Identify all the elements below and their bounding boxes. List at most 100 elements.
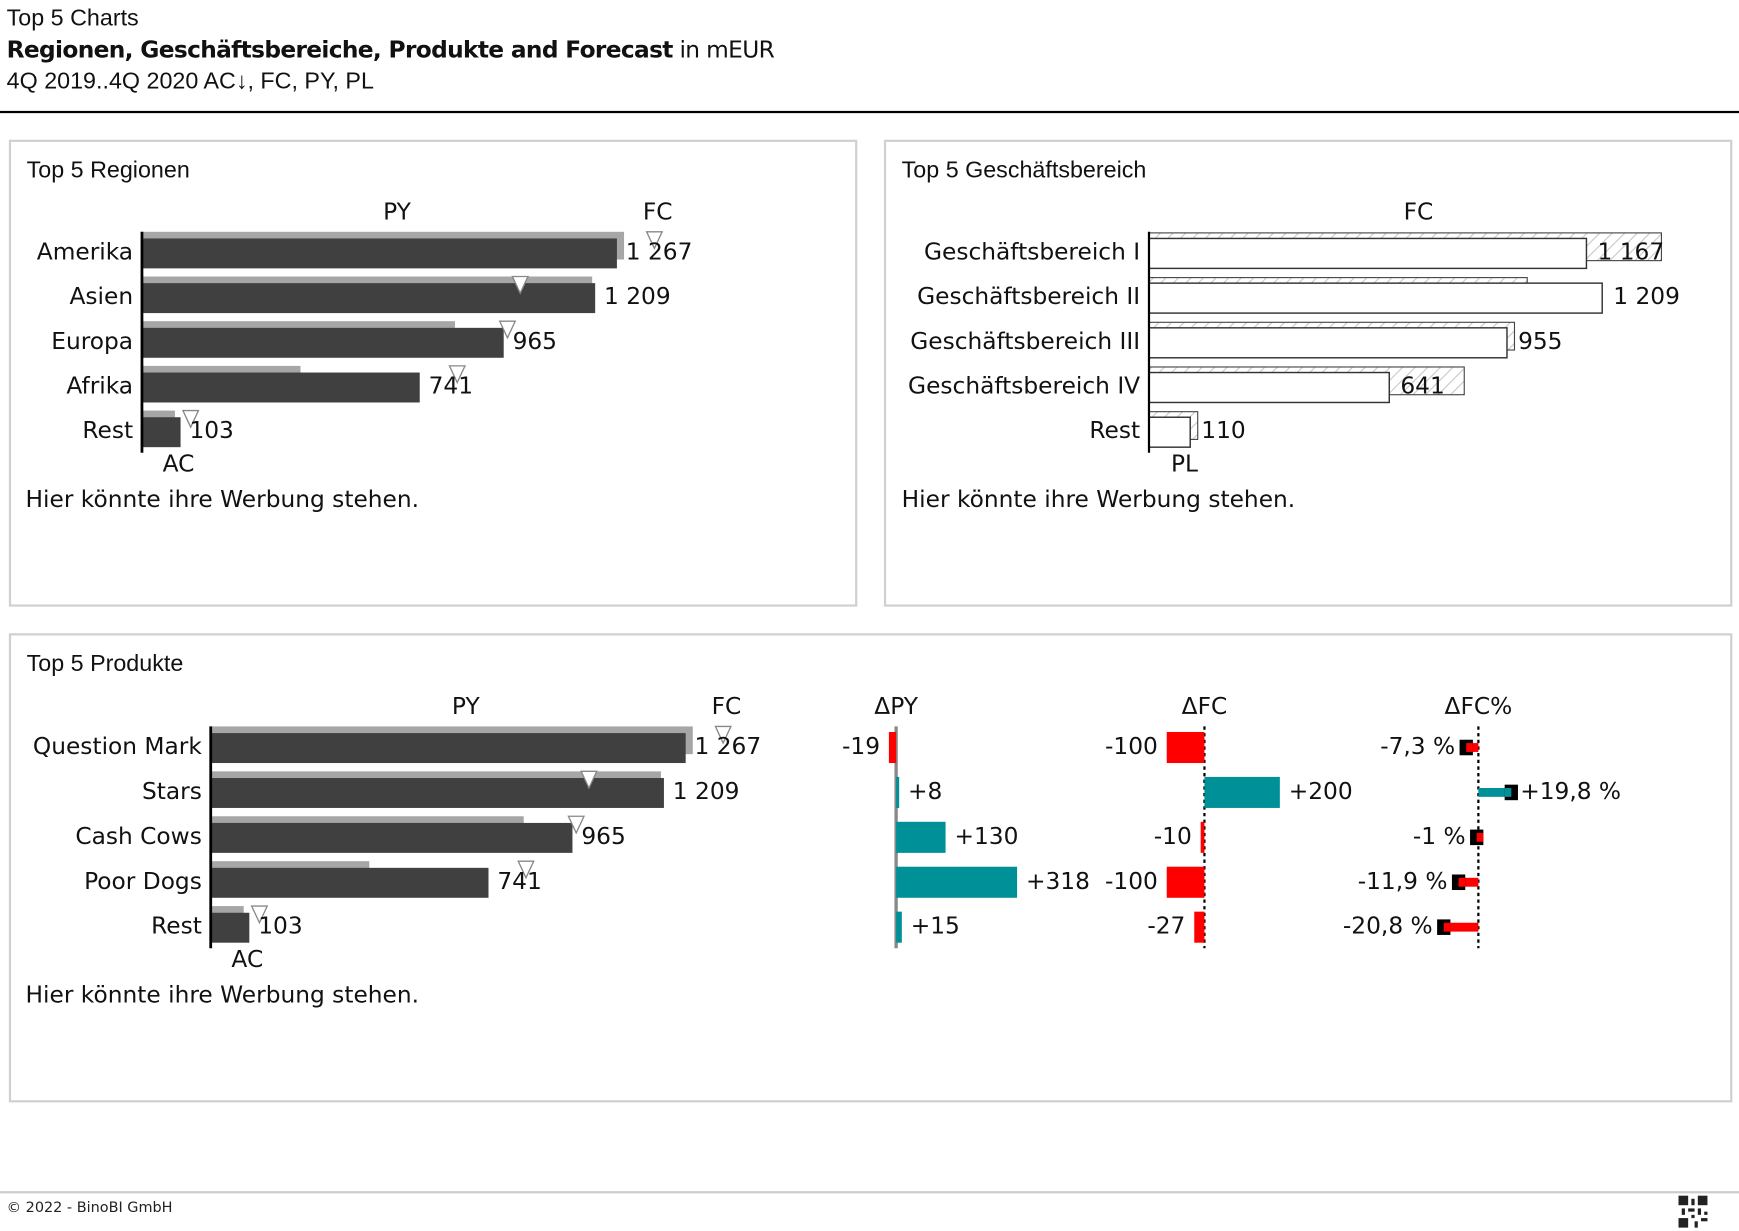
category-label: Geschäftsbereich II <box>917 283 1140 310</box>
value-label: 741 <box>429 372 473 399</box>
delta-pct-pin <box>1478 787 1512 797</box>
delta-pct-marker-fill <box>1466 743 1473 752</box>
delta-pct-marker-fill <box>1458 877 1466 887</box>
category-label: Amerika <box>37 238 133 265</box>
panel-geschaeftsbereich: Top 5 Geschäftsbereich <box>883 139 1733 607</box>
delta-label: -19 <box>842 733 880 760</box>
delta-bar <box>1200 821 1205 853</box>
delta-pct-label: -20,8 % <box>1343 913 1433 940</box>
report-title: Top 5 Charts <box>6 5 139 32</box>
ac-bar <box>210 867 489 898</box>
value-label: 110 <box>1201 417 1245 444</box>
category-label: Stars <box>142 778 202 805</box>
value-label: 965 <box>581 823 625 850</box>
panel-note: Hier könnte ihre Werbung stehen. <box>25 981 420 1009</box>
series-label-pl: PL <box>1171 450 1198 477</box>
report-subtitle-bold: Regionen, Geschäftsbereiche, Produkte an… <box>6 36 674 64</box>
panel-title: Top 5 Geschäftsbereich <box>901 157 1147 183</box>
category-label: Afrika <box>66 372 133 399</box>
delta-label: +15 <box>911 913 960 940</box>
value-label: 103 <box>189 417 233 444</box>
delta-pct-marker-fill <box>1443 922 1451 932</box>
panel-title: Top 5 Regionen <box>26 157 190 183</box>
ac-bar <box>210 778 664 808</box>
value-label: 641 <box>1400 372 1444 399</box>
pl-bar <box>1148 371 1390 404</box>
report-period: 4Q 2019..4Q 2020 AC↓, FC, PY, PL <box>6 68 374 95</box>
category-label: Geschäftsbereich I <box>924 238 1140 265</box>
delta-label: -10 <box>1154 823 1192 850</box>
category-label: Question Mark <box>33 733 202 760</box>
ac-bar <box>141 238 617 269</box>
series-label-dfcp: ΔFC% <box>1445 693 1513 720</box>
fc-marker-icon <box>567 815 586 835</box>
series-label-py: PY <box>452 693 481 720</box>
series-label-dpy: ΔPY <box>874 693 918 720</box>
ac-bar <box>141 372 420 403</box>
delta-bar <box>896 866 1018 898</box>
delta-label: -100 <box>1105 733 1158 760</box>
report-unit: in mEUR <box>672 36 775 64</box>
delta-pct-label: +19,8 % <box>1520 778 1621 805</box>
category-label: Rest <box>1089 417 1140 444</box>
fc-marker-icon <box>580 770 598 790</box>
delta-bar <box>1166 866 1205 898</box>
delta-bar <box>1204 776 1280 808</box>
panel-note: Hier könnte ihre Werbung stehen. <box>25 485 420 513</box>
series-label-fc: FC <box>643 198 673 225</box>
delta-label: +130 <box>954 823 1018 850</box>
value-label: 741 <box>497 868 541 895</box>
delta-pct-marker-fill <box>1504 787 1512 797</box>
value-label: 1 267 <box>626 238 693 265</box>
delta-bar <box>888 731 897 764</box>
fc-marker-icon <box>714 725 732 745</box>
delta-label: -100 <box>1105 868 1158 895</box>
category-label: Poor Dogs <box>84 868 202 895</box>
delta-pct-label: -1 % <box>1413 823 1466 850</box>
report-subtitle: Regionen, Geschäftsbereiche, Produkte an… <box>6 36 775 64</box>
pl-bar <box>1148 327 1508 359</box>
delta-pct-label: -11,9 % <box>1358 868 1448 895</box>
series-label-fc: FC <box>1404 198 1434 225</box>
category-label: Rest <box>151 913 202 940</box>
fc-marker-icon <box>250 905 269 925</box>
fc-marker-icon <box>498 320 517 340</box>
panel-regionen: Top 5 Regionen <box>8 139 858 607</box>
value-label: 955 <box>1518 328 1562 355</box>
ac-bar <box>210 912 250 943</box>
ac-bar <box>210 733 686 764</box>
pl-bar <box>1148 416 1191 448</box>
fc-marker-icon <box>181 409 200 429</box>
delta-label: +200 <box>1289 778 1353 805</box>
value-label: 1 167 <box>1598 238 1665 265</box>
series-label-ac: AC <box>163 450 195 477</box>
category-label: Cash Cows <box>75 823 201 850</box>
ac-bar <box>141 327 504 358</box>
delta-bar <box>896 821 946 853</box>
delta-label: -27 <box>1147 913 1185 940</box>
value-label: 1 209 <box>1613 283 1680 310</box>
fc-marker-icon <box>517 860 535 880</box>
delta-label: +8 <box>908 778 942 805</box>
delta-label: +318 <box>1026 868 1090 895</box>
delta-bar <box>1194 911 1205 943</box>
delta-bar <box>1166 731 1205 764</box>
copyright: © 2022 - BinoBI GmbH <box>6 1200 173 1217</box>
category-label: Geschäftsbereich III <box>910 328 1140 355</box>
ac-bar <box>141 417 181 448</box>
value-label: 1 209 <box>673 778 740 805</box>
value-label: 103 <box>258 913 302 940</box>
series-label-ac: AC <box>231 946 263 973</box>
ac-bar <box>141 283 596 314</box>
delta-pct-label: -7,3 % <box>1380 733 1455 760</box>
series-label-dfc: ΔFC <box>1182 693 1228 720</box>
delta-pct-pin <box>1458 877 1479 887</box>
value-label: 1 209 <box>604 283 671 310</box>
fc-marker-icon <box>448 365 467 385</box>
value-label: 1 267 <box>695 733 762 760</box>
pl-bar <box>1148 282 1603 314</box>
fc-marker-icon <box>511 275 530 295</box>
panel-produkte: Top 5 Produkte <box>8 633 1733 1103</box>
category-label: Geschäftsbereich IV <box>908 372 1140 399</box>
